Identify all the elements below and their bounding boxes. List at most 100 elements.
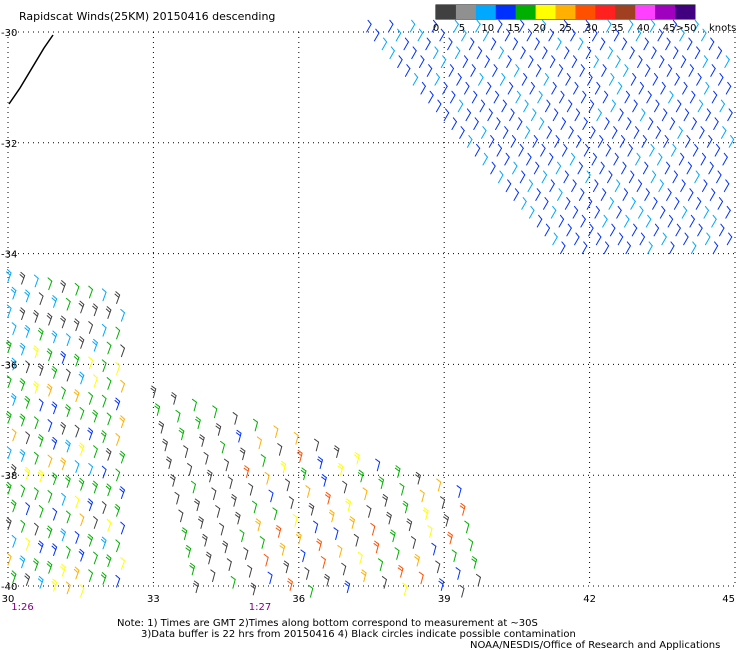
wind-barb	[622, 188, 629, 201]
wind-barb	[317, 456, 323, 470]
wind-barb	[418, 55, 425, 68]
wind-barb	[328, 509, 335, 523]
wind-barb	[37, 469, 44, 483]
wind-barb	[537, 90, 543, 104]
wind-barb	[659, 205, 666, 219]
wind-barb	[25, 502, 30, 516]
wind-barb	[610, 99, 616, 113]
wind-barb	[718, 72, 724, 86]
wind-barb	[631, 223, 638, 237]
wind-barb	[655, 126, 661, 139]
wind-barb	[523, 99, 529, 113]
wind-barb	[280, 460, 287, 474]
wind-barb	[397, 564, 404, 578]
wind-barb	[206, 469, 213, 483]
wind-barb	[100, 430, 107, 444]
wind-barb	[473, 117, 479, 131]
wind-barb	[189, 562, 196, 576]
wind-barb	[666, 64, 673, 77]
wind-barb	[73, 318, 80, 332]
wind-barb	[447, 37, 453, 51]
wind-barb	[74, 424, 80, 438]
wind-barb	[644, 188, 650, 201]
legend-label: 35	[611, 23, 624, 34]
wind-barb	[675, 99, 682, 113]
wind-barb	[320, 556, 326, 569]
legend-swatch	[515, 5, 537, 19]
time-label: 1:27	[249, 602, 271, 613]
wind-barb	[630, 72, 637, 86]
wind-barb	[74, 460, 80, 473]
wind-barb	[595, 232, 602, 246]
x-tick-label: 30	[2, 594, 15, 605]
wind-barb	[87, 427, 94, 441]
wind-barb	[639, 232, 646, 246]
wind-barb	[535, 64, 542, 77]
wind-barb	[314, 438, 320, 452]
wind-barb	[19, 449, 26, 462]
wind-barb	[185, 545, 192, 558]
wind-barb	[357, 551, 363, 565]
wind-barb	[373, 540, 380, 554]
wind-barb	[74, 495, 80, 509]
wind-barb	[549, 55, 556, 68]
wind-barb	[78, 442, 85, 456]
wind-barb	[691, 117, 697, 131]
wind-barb	[105, 306, 112, 319]
wind-barb	[158, 420, 164, 434]
wind-barb	[512, 37, 519, 51]
wind-barb	[308, 502, 315, 516]
wind-barb	[247, 564, 253, 578]
wind-barb	[38, 398, 44, 412]
wind-barb	[717, 197, 724, 210]
wind-barb	[47, 454, 53, 468]
wind-barb	[629, 46, 635, 60]
wind-barb	[496, 143, 503, 157]
wind-barb	[479, 99, 486, 113]
wind-barb	[663, 135, 669, 148]
wind-barb	[635, 152, 641, 166]
wind-barb	[675, 223, 681, 237]
wind-barb	[73, 389, 80, 403]
wind-barb	[544, 99, 551, 113]
wind-barb	[661, 108, 668, 122]
wind-barb	[243, 547, 249, 560]
wind-barb	[170, 392, 177, 405]
wind-barb	[210, 569, 216, 583]
wind-barb	[681, 205, 688, 219]
wind-barb	[333, 527, 339, 540]
y-tick-label: -34	[1, 250, 17, 261]
y-tick-label: -30	[1, 28, 17, 39]
wind-barb	[722, 152, 728, 166]
wind-barb	[120, 557, 125, 570]
wind-barb	[493, 90, 500, 104]
wind-barb	[601, 64, 607, 77]
wind-barb	[613, 152, 619, 166]
wind-barb	[248, 482, 254, 496]
wind-barb	[638, 81, 645, 95]
wind-barb	[641, 135, 647, 148]
wind-barb	[501, 99, 507, 113]
wind-barb	[702, 179, 708, 193]
wind-barb	[78, 300, 85, 314]
legend-swatch	[436, 5, 457, 19]
wind-barb	[639, 108, 646, 122]
track-line	[8, 34, 54, 105]
wind-barb	[378, 558, 384, 571]
wind-barb	[252, 418, 259, 432]
wind-barb	[166, 456, 172, 470]
wind-barb	[504, 152, 510, 166]
wind-barb	[88, 462, 94, 476]
wind-barb	[6, 446, 12, 460]
wind-barb	[527, 179, 534, 193]
wind-barb	[451, 549, 457, 563]
wind-barb	[419, 489, 425, 503]
wind-barb	[120, 344, 125, 358]
wind-barb	[455, 567, 461, 580]
wind-barb	[726, 232, 733, 246]
legend-swatch	[615, 5, 636, 19]
wind-barb	[667, 214, 674, 228]
wind-barb	[705, 108, 711, 122]
wind-barb	[120, 379, 125, 393]
wind-barb	[38, 505, 44, 518]
